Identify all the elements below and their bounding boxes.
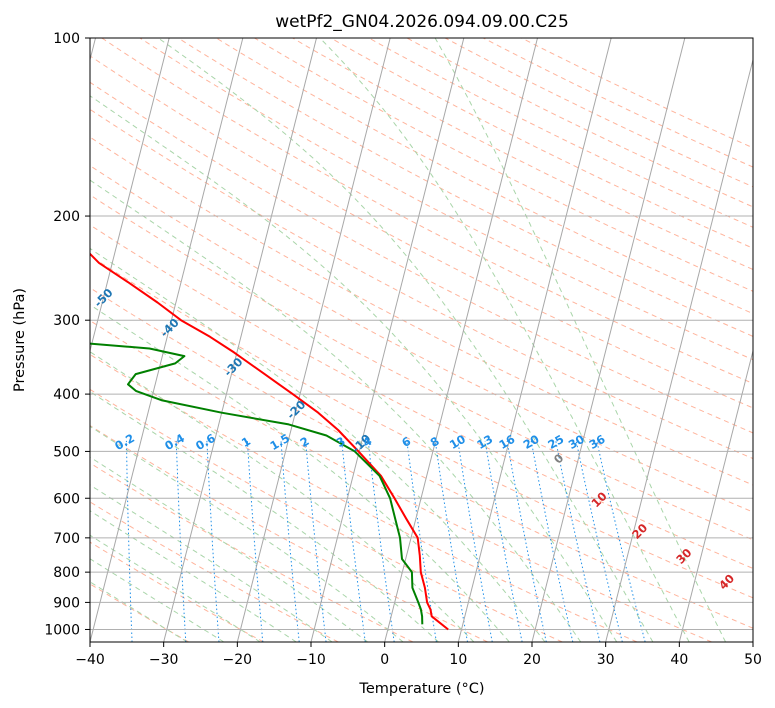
dry-adiabat (406, 38, 753, 208)
x-tick-label: 20 (523, 652, 541, 668)
mixing-ratio-line (175, 440, 187, 642)
isotherm-line (605, 57, 753, 642)
x-tick-label: −40 (75, 652, 105, 668)
dry-adiabat (215, 38, 753, 315)
x-tick-label: 30 (597, 652, 615, 668)
mixing-ratio-line (575, 440, 623, 642)
dry-adiabat (483, 38, 753, 168)
moist-adiabat (90, 179, 582, 642)
mixing-ratio-line (305, 440, 327, 642)
x-tick-label: −30 (149, 652, 179, 668)
moist-adiabat (157, 38, 654, 642)
mixing-ratio-line (457, 440, 493, 642)
mixing-ratio-line (484, 440, 523, 642)
mixing-ratio-label: 16 (496, 432, 517, 452)
moist-adiabat (90, 351, 475, 642)
moist-adiabat (434, 38, 726, 642)
dry-adiabat (90, 462, 414, 642)
isotherm-line (90, 38, 244, 642)
y-tick-label: 1000 (44, 622, 80, 638)
moist-adiabat (90, 95, 618, 642)
mixing-ratio-label: 30 (566, 432, 587, 452)
mixing-ratio-line (555, 440, 601, 642)
y-tick-label: 600 (53, 491, 80, 507)
temperature-profile (90, 252, 449, 631)
mixing-ratio-line (596, 440, 646, 642)
x-tick-label: 0 (380, 652, 389, 668)
dry-adiabat (292, 38, 753, 271)
y-tick-label: 700 (53, 531, 80, 547)
x-tick-label: 10 (449, 652, 467, 668)
isotherm-line (236, 38, 391, 642)
dry-adiabat (90, 165, 753, 513)
mixing-ratio-line (246, 440, 264, 642)
dry-adiabat (101, 38, 753, 385)
mixing-ratio-line (530, 440, 574, 642)
y-tick-label: 900 (53, 595, 80, 611)
x-tick-label: −10 (296, 652, 326, 668)
isotherm-line (531, 38, 686, 642)
dry-adiabat (90, 136, 753, 486)
mixing-ratio-line (506, 440, 547, 642)
dry-adiabat (90, 501, 339, 642)
mixing-ratio-label: 13 (474, 432, 495, 452)
mixing-ratio-label: 25 (545, 432, 566, 452)
mixing-ratio-label: 36 (587, 432, 608, 452)
y-tick-label: 500 (53, 444, 80, 460)
mixing-ratio-line (341, 440, 366, 642)
y-tick-label: 400 (53, 387, 80, 403)
mixing-ratio-label: 10 (447, 432, 468, 452)
x-tick-label: 40 (670, 652, 688, 668)
moist-adiabat (90, 558, 225, 642)
isotherm-line (678, 348, 753, 642)
mixing-ratio-line (280, 440, 300, 642)
dry-adiabat (90, 287, 753, 629)
mixing-ratio-line (125, 440, 133, 642)
moist-adiabat (319, 38, 690, 642)
y-tick-label: 200 (53, 209, 80, 225)
moist-adiabat (90, 425, 404, 642)
x-axis-title: Temperature (°C) (358, 681, 484, 697)
isotherm-line (457, 38, 612, 642)
dry-adiabat (90, 55, 753, 409)
isotherm-line (384, 38, 538, 642)
mixing-ratio-label: 20 (521, 432, 542, 452)
mixing-ratio-line (206, 440, 220, 642)
y-tick-label: 300 (53, 313, 80, 329)
isotherm-line (90, 38, 170, 353)
y-tick-label: 800 (53, 565, 80, 581)
dry-adiabat (90, 320, 712, 642)
moist-adiabat (90, 391, 439, 642)
dry-adiabat (90, 194, 753, 541)
dry-adiabat (90, 255, 753, 599)
profile-lines (90, 252, 449, 631)
moist-adiabat (90, 581, 188, 642)
chart-title: wetPf2_GN04.2026.094.09.00.C25 (275, 12, 569, 32)
axes: −40 −30 −20 −10 0 10 20 30 40 50 1000 900 800 700 600 5… (44, 31, 762, 668)
moist-adiabat (90, 484, 333, 642)
dry-adiabat (177, 38, 753, 337)
isotherm-line (310, 38, 465, 642)
x-tick-label: −20 (223, 652, 253, 668)
background-grid (90, 38, 753, 642)
plot-frame (89, 37, 754, 643)
x-tick-label: 50 (744, 652, 762, 668)
isotherm-line (163, 38, 317, 642)
y-tick-label: 100 (53, 31, 80, 47)
y-axis-title: Pressure (hPa) (12, 288, 28, 392)
moist-adiabat (90, 304, 510, 642)
dry-adiabat (521, 38, 753, 149)
mixing-ratio-line (434, 440, 468, 642)
dry-adiabat (90, 81, 753, 434)
dewpoint-profile (90, 342, 424, 625)
